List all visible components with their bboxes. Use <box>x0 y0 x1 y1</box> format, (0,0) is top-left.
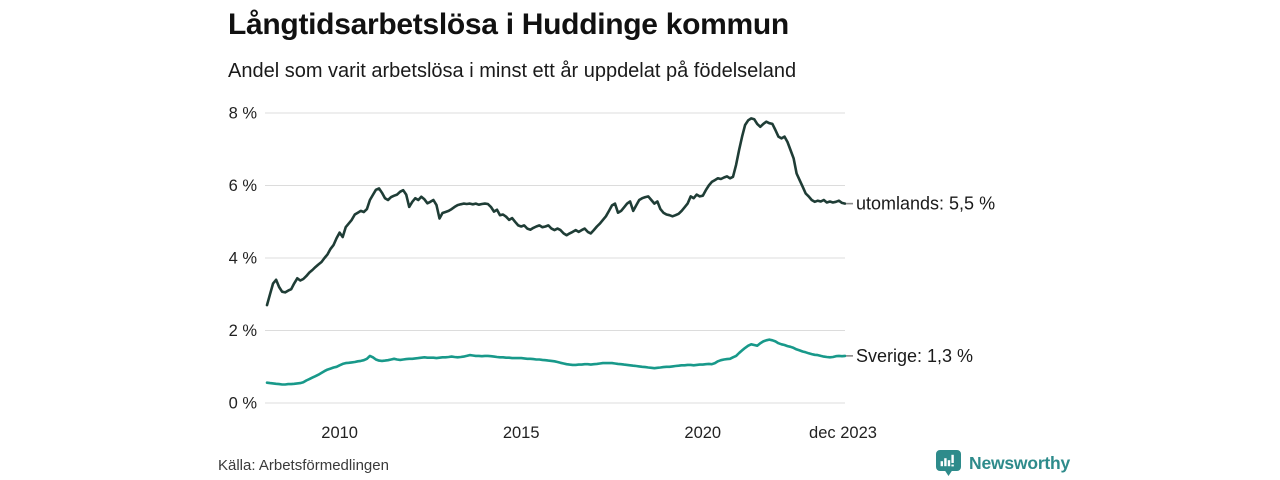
y-tick-label-6: 6 % <box>229 177 258 195</box>
x-tick-label-dec-2023: dec 2023 <box>809 424 877 442</box>
x-tick-label-2015: 2015 <box>503 424 540 442</box>
y-tick-label-2: 2 % <box>229 322 258 340</box>
newsworthy-logo-icon <box>936 450 961 476</box>
series-end-label-Sverige: Sverige: 1,3 % <box>856 346 973 366</box>
x-tick-label-2020: 2020 <box>684 424 721 442</box>
y-tick-label-0: 0 % <box>229 395 258 413</box>
y-tick-label-4: 4 % <box>229 250 258 268</box>
chart-subtitle: Andel som varit arbetslösa i minst ett å… <box>228 60 797 82</box>
series-line-Sverige <box>265 338 847 386</box>
source-note: Källa: Arbetsförmedlingen <box>218 457 389 474</box>
y-tick-label-8: 8 % <box>229 105 258 123</box>
page-title: Långtidsarbetslösa i Huddinge kommun <box>228 8 789 41</box>
x-tick-label-2010: 2010 <box>321 424 358 442</box>
brand-name: Newsworthy <box>969 453 1071 473</box>
brand-footer: Newsworthy <box>936 450 1070 477</box>
series-line-utomlands <box>265 117 847 307</box>
series-end-label-utomlands: utomlands: 5,5 % <box>856 194 995 214</box>
